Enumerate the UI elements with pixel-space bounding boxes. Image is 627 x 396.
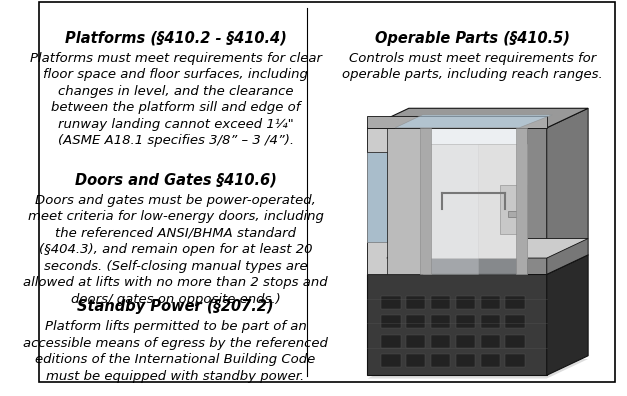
- Polygon shape: [367, 359, 588, 379]
- Polygon shape: [367, 255, 588, 274]
- Text: Platforms must meet requirements for clear
floor space and floor surfaces, inclu: Platforms must meet requirements for cle…: [29, 52, 322, 147]
- Polygon shape: [480, 354, 500, 367]
- Polygon shape: [367, 274, 547, 375]
- Polygon shape: [456, 354, 475, 367]
- Polygon shape: [423, 144, 478, 274]
- Polygon shape: [547, 108, 588, 274]
- Polygon shape: [381, 354, 401, 367]
- Polygon shape: [423, 128, 527, 274]
- Polygon shape: [381, 335, 401, 348]
- Polygon shape: [381, 315, 401, 328]
- Polygon shape: [367, 242, 423, 274]
- Text: Platform lifts permitted to be part of an
accessible means of egress by the refe: Platform lifts permitted to be part of a…: [23, 320, 328, 383]
- Polygon shape: [387, 238, 588, 258]
- Polygon shape: [406, 335, 425, 348]
- Polygon shape: [505, 295, 525, 308]
- Polygon shape: [381, 295, 401, 308]
- Polygon shape: [406, 295, 425, 308]
- Polygon shape: [387, 128, 423, 274]
- Polygon shape: [456, 315, 475, 328]
- Polygon shape: [517, 128, 527, 274]
- Polygon shape: [367, 116, 547, 128]
- Polygon shape: [456, 295, 475, 308]
- Polygon shape: [431, 295, 450, 308]
- Polygon shape: [367, 128, 387, 274]
- Polygon shape: [406, 315, 425, 328]
- Polygon shape: [367, 108, 588, 128]
- Text: Standby Power (§207.2): Standby Power (§207.2): [77, 299, 274, 314]
- Polygon shape: [505, 354, 525, 367]
- Text: Controls must meet requirements for
operable parts, including reach ranges.: Controls must meet requirements for oper…: [342, 52, 603, 81]
- Polygon shape: [500, 185, 527, 234]
- Polygon shape: [505, 335, 525, 348]
- Polygon shape: [406, 354, 425, 367]
- Polygon shape: [420, 128, 431, 274]
- Text: Doors and gates must be power-operated,
meet criteria for low-energy doors, incl: Doors and gates must be power-operated, …: [23, 194, 328, 306]
- Polygon shape: [395, 115, 552, 128]
- Polygon shape: [480, 295, 500, 308]
- Text: Platforms (§410.2 - §410.4): Platforms (§410.2 - §410.4): [65, 31, 287, 46]
- Polygon shape: [367, 152, 423, 242]
- Polygon shape: [480, 315, 500, 328]
- Polygon shape: [423, 144, 527, 258]
- Polygon shape: [480, 335, 500, 348]
- Polygon shape: [547, 255, 588, 375]
- Text: Doors and Gates §410.6): Doors and Gates §410.6): [75, 173, 277, 188]
- Polygon shape: [505, 315, 525, 328]
- Polygon shape: [527, 128, 547, 274]
- Polygon shape: [431, 335, 450, 348]
- Polygon shape: [431, 315, 450, 328]
- Polygon shape: [423, 245, 527, 258]
- Polygon shape: [456, 335, 475, 348]
- Bar: [508, 211, 519, 217]
- Polygon shape: [367, 128, 423, 152]
- Text: Operable Parts (§410.5): Operable Parts (§410.5): [375, 31, 570, 46]
- Polygon shape: [431, 354, 450, 367]
